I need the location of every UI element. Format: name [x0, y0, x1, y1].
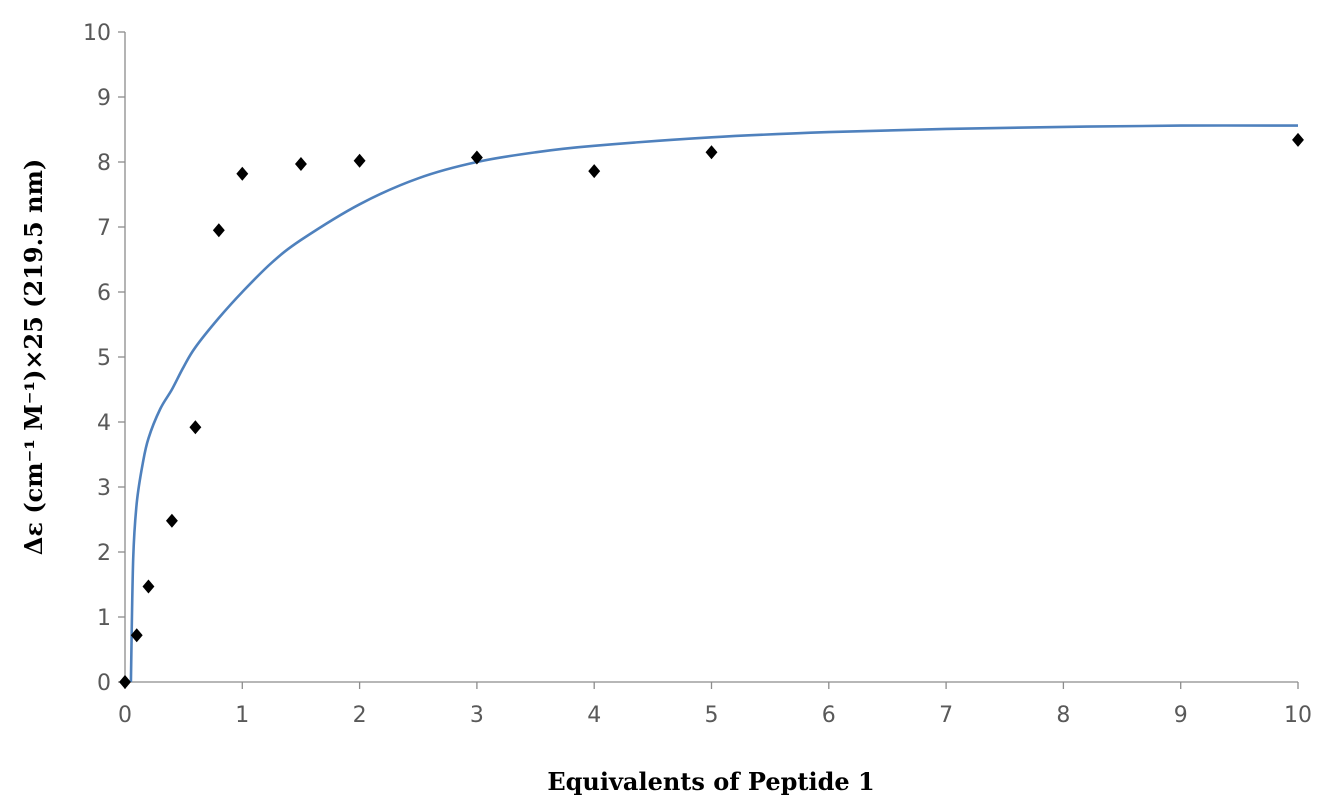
data-point: [236, 166, 249, 181]
axes: [124, 32, 1298, 683]
x-tick-label: 4: [587, 703, 601, 728]
x-ticks: 0 1 2 3 4 5 6 7 8 9 10: [118, 682, 1312, 728]
data-point: [119, 675, 131, 689]
y-ticks: 0 1 2 3 4 5 6 7 8 9 10: [83, 21, 125, 696]
data-point: [295, 156, 307, 171]
data-point: [189, 420, 202, 435]
x-tick-label: 5: [705, 703, 719, 728]
y-tick-label: 0: [97, 671, 111, 696]
y-tick-label: 3: [97, 476, 111, 501]
data-point: [212, 223, 225, 238]
y-tick-label: 4: [97, 411, 111, 436]
x-tick-label: 1: [235, 703, 249, 728]
y-tick-label: 2: [97, 541, 111, 566]
data-point: [705, 145, 718, 160]
x-tick-label: 0: [118, 703, 132, 728]
data-point: [353, 153, 366, 168]
y-tick-label: 1: [97, 606, 111, 631]
data-point: [1292, 132, 1304, 147]
x-tick-label: 2: [353, 703, 367, 728]
x-tick-label: 8: [1056, 703, 1070, 728]
data-point: [588, 164, 601, 179]
data-point: [165, 513, 178, 528]
fit-line: [129, 124, 1299, 683]
y-axis-title: Δε (cm⁻¹ M⁻¹)×25 (219.5 nm): [19, 159, 48, 556]
x-tick-label: 9: [1174, 703, 1188, 728]
data-point: [470, 150, 483, 165]
x-axis-title: Equivalents of Peptide 1: [547, 767, 874, 796]
data-points: [119, 132, 1304, 689]
y-tick-label: 5: [97, 346, 111, 371]
data-point: [142, 579, 155, 594]
y-tick-label: 6: [97, 281, 111, 306]
x-tick-label: 7: [939, 703, 953, 728]
y-tick-label: 9: [97, 86, 111, 111]
y-tick-label: 8: [97, 151, 111, 176]
x-tick-label: 6: [822, 703, 836, 728]
y-tick-label: 10: [83, 21, 111, 46]
data-point: [130, 628, 143, 643]
y-tick-label: 7: [97, 216, 111, 241]
x-tick-label: 10: [1284, 703, 1312, 728]
x-tick-label: 3: [470, 703, 484, 728]
